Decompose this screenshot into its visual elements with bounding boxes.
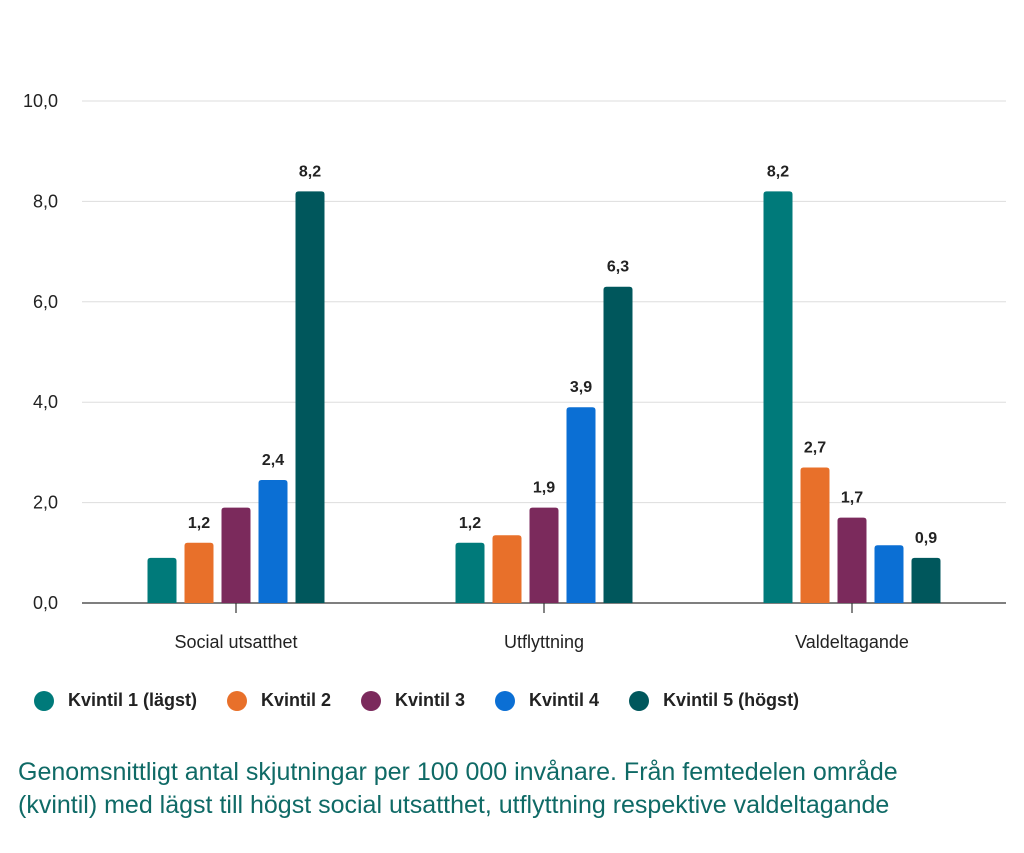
bar (184, 542, 214, 603)
bar (221, 507, 251, 603)
bar (492, 535, 522, 603)
data-label: 2,4 (262, 452, 284, 469)
bar (911, 557, 941, 603)
chart-caption: Genomsnittligt antal skjutningar per 100… (18, 756, 1024, 822)
data-label: 3,9 (570, 379, 592, 396)
bar (763, 191, 793, 604)
legend-item-kvintil-4[interactable]: Kvintil 4 (495, 690, 599, 711)
bar-chart: 0,0 2,0 4,0 6,0 8,0 10,0 Social utsatthet 1,2 2,… (23, 91, 1006, 652)
legend-label: Kvintil 4 (529, 690, 600, 710)
caption-line-1: Genomsnittligt antal skjutningar per 100… (18, 758, 898, 786)
bar (258, 480, 288, 603)
legend-label: Kvintil 5 (högst) (663, 690, 800, 710)
bar (147, 557, 177, 603)
chart-legend: Kvintil 1 (lägst) Kvintil 2 Kvintil 3 Kv… (34, 690, 829, 711)
x-tick-label: Valdeltagande (795, 632, 909, 652)
y-tick-label: 2,0 (33, 493, 58, 513)
legend-item-kvintil-1[interactable]: Kvintil 1 (lägst) (34, 690, 197, 711)
legend-marker (361, 690, 382, 711)
y-tick-label: 8,0 (33, 191, 58, 211)
bar (837, 517, 867, 603)
legend-item-kvintil-2[interactable]: Kvintil 2 (227, 690, 331, 711)
x-tick-label: Utflyttning (504, 632, 584, 652)
x-tick-label: Social utsatthet (174, 632, 297, 652)
legend-marker (227, 690, 248, 711)
legend-item-kvintil-3[interactable]: Kvintil 3 (361, 690, 465, 711)
data-label: 0,9 (915, 530, 937, 547)
y-tick-label: 10,0 (23, 91, 58, 111)
bar (566, 407, 596, 603)
data-label: 1,7 (841, 490, 863, 507)
y-tick-label: 4,0 (33, 392, 58, 412)
data-label: 8,2 (767, 163, 789, 180)
bar (295, 191, 325, 604)
legend-item-kvintil-5[interactable]: Kvintil 5 (högst) (629, 690, 799, 711)
legend-label: Kvintil 1 (lägst) (68, 690, 198, 710)
data-label: 6,3 (607, 259, 629, 276)
legend-label: Kvintil 3 (395, 690, 466, 710)
legend-marker (34, 690, 54, 711)
bar (603, 286, 633, 603)
data-label: 1,2 (459, 515, 481, 532)
caption-line-2: (kvintil) med lägst till högst social ut… (18, 791, 890, 819)
legend-marker (495, 690, 516, 711)
data-label: 1,2 (188, 515, 210, 532)
legend-label: Kvintil 2 (261, 690, 332, 710)
y-tick-label: 0,0 (33, 593, 58, 613)
bar (874, 545, 904, 603)
y-tick-label: 6,0 (33, 292, 58, 312)
data-label: 1,9 (533, 480, 555, 497)
bar (800, 467, 830, 603)
data-label: 2,7 (804, 439, 826, 456)
data-label: 8,2 (299, 163, 321, 180)
bar (529, 507, 559, 603)
bar (455, 542, 485, 603)
legend-marker (629, 690, 650, 711)
